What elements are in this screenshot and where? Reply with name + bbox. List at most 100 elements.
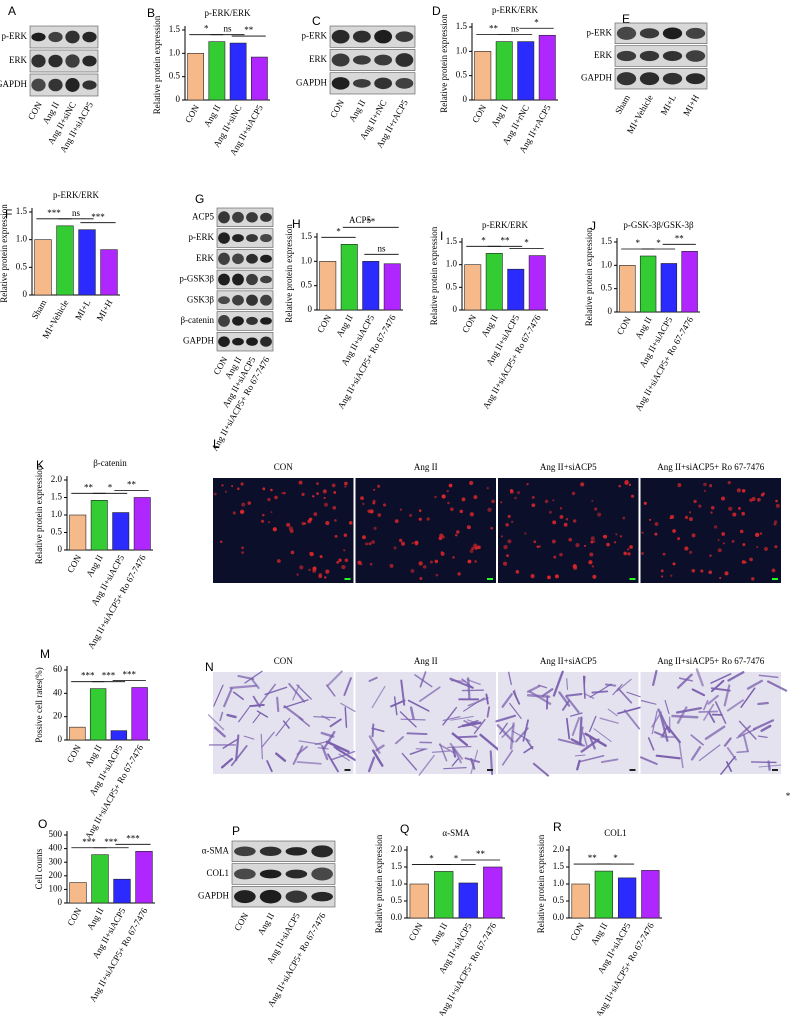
cell	[372, 501, 376, 505]
blot-band	[395, 31, 414, 42]
cell	[689, 550, 693, 554]
cell	[243, 735, 255, 740]
blot-strip	[216, 269, 274, 290]
cell	[373, 488, 376, 491]
y-axis-label: Relative protein expression	[536, 834, 546, 933]
significance-label: ***	[104, 837, 118, 847]
cell	[568, 537, 572, 542]
cell	[446, 489, 449, 493]
cell	[736, 750, 750, 754]
cell	[713, 525, 718, 529]
bar	[362, 261, 380, 311]
significance-label: *	[636, 238, 641, 248]
blot-band	[639, 72, 660, 86]
bar	[229, 42, 247, 101]
cell	[348, 521, 353, 525]
blot-band	[234, 890, 256, 904]
blot-strip	[329, 72, 416, 95]
cell	[617, 687, 633, 704]
cell	[726, 747, 737, 761]
cell	[684, 515, 689, 520]
blot-band	[218, 336, 230, 347]
panel-letter: G	[195, 192, 204, 206]
y-tick-label: 1.0	[446, 259, 458, 269]
micrograph-title: Ang II	[414, 462, 438, 472]
y-tick-label: 0	[453, 304, 458, 314]
chart-title: p-GSK-3β/GSK-3β	[623, 220, 694, 230]
cell	[517, 491, 520, 495]
y-axis-label: Relative protein expression	[374, 834, 384, 933]
cell	[331, 750, 356, 761]
cell	[301, 522, 305, 526]
cell	[623, 709, 641, 730]
cell	[296, 745, 308, 756]
cell	[708, 712, 716, 723]
cell	[283, 491, 286, 495]
cell	[341, 564, 346, 570]
cell	[569, 712, 583, 717]
cell	[751, 577, 755, 581]
y-axis-label: Possive cell rates(%)	[34, 667, 44, 742]
stray-mark: *	[786, 791, 791, 801]
bar	[495, 41, 513, 101]
significance-label: **	[476, 849, 486, 859]
significance-label: *	[429, 853, 434, 863]
scale-bar	[487, 769, 493, 771]
cell	[463, 719, 479, 730]
y-axis-label: Relative protein expression	[439, 14, 449, 113]
cell	[270, 511, 273, 514]
blot-band	[82, 55, 97, 67]
blot-band	[662, 72, 683, 85]
bar	[409, 883, 429, 919]
cell	[467, 677, 471, 700]
cell	[220, 757, 234, 769]
scale-bar	[344, 769, 351, 771]
significance-label: **	[84, 482, 94, 492]
blot-band	[616, 50, 637, 62]
cell	[207, 714, 225, 731]
panel-letter: A	[8, 4, 16, 18]
bar	[639, 255, 657, 313]
blot-band	[616, 72, 637, 86]
cell	[760, 724, 772, 732]
cell	[235, 734, 240, 762]
blot-row-label: p-ERK	[587, 27, 613, 37]
cell	[473, 495, 478, 500]
cell	[409, 706, 415, 720]
cell	[333, 746, 347, 756]
cell	[308, 568, 311, 572]
blot-band	[331, 53, 350, 67]
y-tick-label: 0.5	[169, 71, 181, 81]
cell	[767, 760, 771, 771]
cell	[536, 545, 539, 548]
bar	[617, 877, 637, 919]
cell	[298, 740, 322, 746]
cell	[590, 540, 594, 544]
cell	[525, 738, 534, 750]
cell	[522, 719, 529, 742]
cell	[334, 519, 337, 522]
blot-strip	[329, 49, 416, 71]
cell	[709, 484, 713, 488]
cell	[749, 557, 753, 562]
cell	[751, 496, 756, 502]
blot-band	[218, 211, 230, 224]
cell	[467, 697, 489, 707]
cell	[571, 491, 576, 496]
cell	[449, 742, 464, 760]
cell	[574, 754, 586, 757]
cell	[368, 542, 372, 546]
cell	[426, 517, 430, 521]
cell	[703, 489, 707, 492]
cell	[299, 565, 304, 570]
blot-band	[639, 28, 660, 39]
blot-strip	[29, 49, 99, 73]
chart-title: COL1	[604, 828, 627, 838]
cell	[219, 711, 224, 722]
cell	[509, 722, 515, 750]
cell	[236, 487, 240, 491]
cell	[466, 525, 471, 530]
cell	[419, 576, 423, 581]
cell	[700, 569, 704, 573]
cell	[301, 492, 305, 497]
